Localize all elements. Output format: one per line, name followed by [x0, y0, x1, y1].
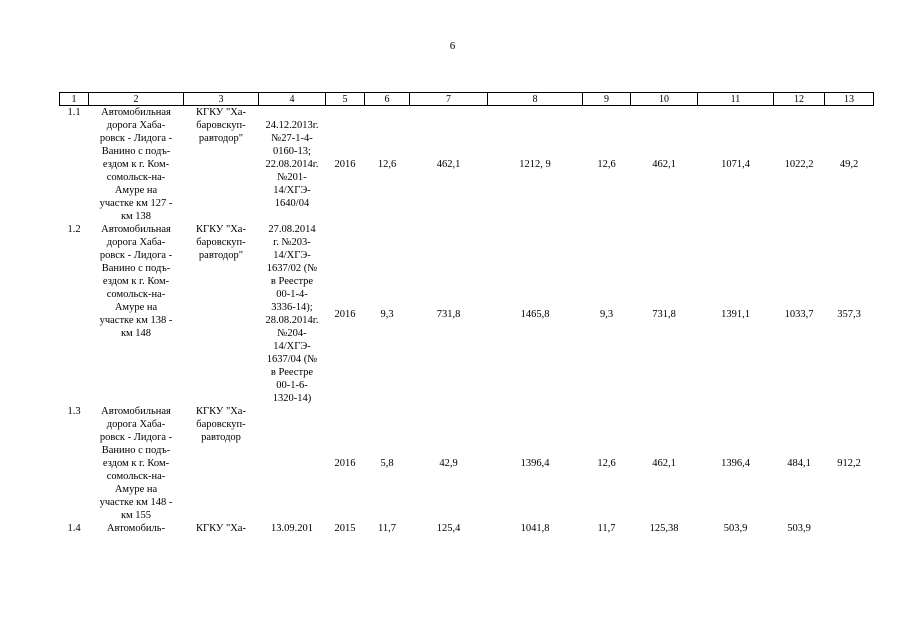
table-cell: 1033,7: [784, 308, 814, 320]
expertise-document: 27.08.2014 г. №203- 14/ХГЭ- 1637/02 (№ в…: [265, 224, 319, 404]
column-header: 1: [59, 92, 89, 106]
table-cell: 49,2: [839, 159, 859, 170]
object-name: Автомобильная дорога Хаба- ровск - Лидог…: [99, 224, 173, 339]
expertise-document: 13.09.201: [271, 523, 313, 534]
expertise-document: [259, 405, 326, 522]
table-cell: 5,8: [380, 458, 394, 469]
table-cell: 12,6: [597, 159, 616, 170]
table-cell: 503,9: [787, 523, 811, 534]
table-cell: 2016: [334, 308, 356, 320]
table-cell: 731,8: [652, 308, 676, 320]
table-cell: 9,3: [599, 308, 614, 320]
column-header: 10: [630, 92, 698, 106]
data-table: 1 2 3 4 5 6 7 8 9 10 11 12 13 1.1 Автомо…: [59, 92, 874, 535]
column-header: 13: [824, 92, 874, 106]
table-cell: 11,7: [378, 523, 396, 534]
column-header: 6: [364, 92, 410, 106]
column-header: 9: [582, 92, 631, 106]
customer-name: КГКУ "Ха- баровскуп- равтодор: [196, 406, 246, 443]
expertise-document: 24.12.2013г. №27-1-4- 0160-13; 22.08.201…: [265, 120, 319, 209]
table-cell: 1396,4: [721, 458, 750, 469]
column-header: 3: [183, 92, 259, 106]
column-header: 7: [409, 92, 488, 106]
table-cell: [825, 522, 874, 535]
column-header: 5: [325, 92, 365, 106]
table-cell: 462,1: [652, 458, 676, 469]
table-header: 1 2 3 4 5 6 7 8 9 10 11 12 13: [59, 92, 874, 106]
table-body: 1.1 Автомобильная дорога Хаба- ровск - Л…: [60, 106, 874, 536]
table-cell: 1071,4: [721, 159, 750, 170]
table-cell: 1212, 9: [519, 159, 551, 170]
table-cell: 1396,4: [520, 458, 550, 469]
column-header: 8: [487, 92, 583, 106]
table-cell: 12,6: [377, 159, 397, 170]
object-name: Автомобиль-: [106, 523, 166, 534]
table-cell: 2015: [334, 523, 356, 534]
table-cell: 12,6: [597, 458, 616, 469]
column-header: 2: [88, 92, 184, 106]
customer-name: КГКУ "Ха-: [196, 523, 246, 534]
row-number: 1.4: [67, 523, 81, 534]
table-cell: 9,3: [380, 308, 394, 320]
column-header: 4: [258, 92, 326, 106]
table-row: 1.3 Автомобильная дорога Хаба- ровск - Л…: [60, 405, 874, 522]
table-cell: 2016: [334, 458, 356, 469]
table-cell: 912,2: [837, 458, 861, 469]
table-cell: 42,9: [439, 458, 458, 469]
row-number: 1.2: [67, 224, 81, 235]
customer-name: КГКУ "Ха- баровскуп- равтодор": [196, 107, 246, 144]
table-cell: 1041,8: [520, 523, 550, 534]
table-cell: 731,8: [436, 308, 461, 320]
table-cell: 503,9: [723, 523, 748, 534]
table-cell: 1465,8: [520, 308, 550, 320]
page-number: 6: [449, 40, 456, 52]
table-cell: 11,7: [597, 523, 616, 534]
table-row: 1.1 Автомобильная дорога Хаба- ровск - Л…: [60, 106, 874, 224]
table-cell: 125,4: [436, 523, 461, 534]
object-name: Автомобильная дорога Хаба- ровск - Лидог…: [99, 406, 173, 521]
table-cell: 462,1: [436, 159, 461, 170]
row-number: 1.1: [67, 107, 81, 118]
header-row: 1 2 3 4 5 6 7 8 9 10 11 12 13: [59, 92, 874, 106]
object-name: Автомобильная дорога Хаба- ровск - Лидог…: [99, 107, 173, 222]
table-cell: 1391,1: [721, 308, 750, 320]
table-cell: 2016: [334, 159, 356, 170]
table-row: 1.4 Автомобиль- КГКУ "Ха- 13.09.201 2015…: [60, 522, 874, 535]
table-cell: 1022,2: [784, 159, 814, 170]
row-number: 1.3: [67, 406, 81, 417]
customer-name: КГКУ "Ха- баровскуп- равтодор": [196, 224, 246, 261]
table-row: 1.2 Автомобильная дорога Хаба- ровск - Л…: [60, 223, 874, 405]
table-cell: 125,38: [649, 523, 679, 534]
column-header: 11: [697, 92, 774, 106]
table-cell: 484,1: [787, 458, 811, 469]
table-cell: 357,3: [837, 308, 861, 320]
column-header: 12: [773, 92, 825, 106]
table-cell: 462,1: [652, 159, 676, 170]
